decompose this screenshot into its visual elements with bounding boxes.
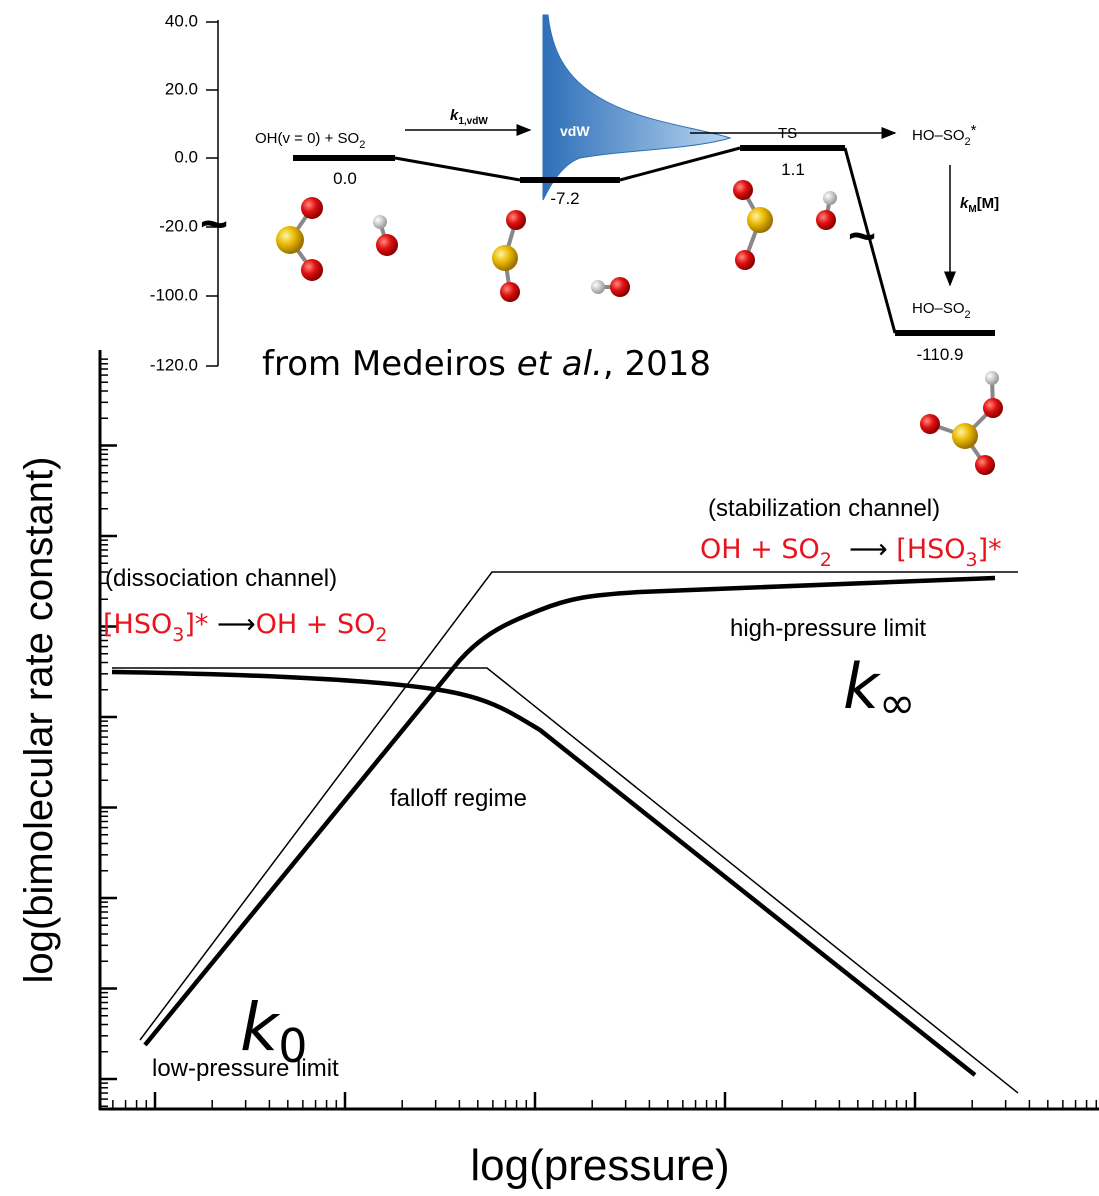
axis-break: ~ bbox=[848, 210, 876, 263]
regime-label: falloff regime bbox=[390, 785, 527, 812]
product-label: HO–SO2 bbox=[912, 300, 971, 321]
axis-break: ~ bbox=[200, 198, 228, 251]
channel-label: (dissociation channel) bbox=[105, 565, 337, 592]
source-label: from Medeiros et al., 2018 bbox=[262, 344, 711, 384]
energy-ticks bbox=[206, 21, 218, 367]
level-label: -110.9 bbox=[917, 345, 964, 364]
level-label: 1.1 bbox=[781, 160, 805, 179]
text-part: k bbox=[960, 195, 969, 212]
ts-label: TS bbox=[778, 125, 797, 142]
energy-profile bbox=[293, 124, 995, 336]
molecules bbox=[276, 180, 1003, 475]
level-label: 0.0 bbox=[333, 169, 357, 188]
text-part: HO–SO bbox=[912, 300, 965, 317]
subscript: 3 bbox=[172, 624, 184, 646]
subscript: 2 bbox=[965, 136, 971, 148]
adduct-label: HO–SO2* bbox=[912, 122, 977, 148]
text-part: , 2018 bbox=[603, 344, 711, 384]
energy-tick-label: 40.0 bbox=[165, 11, 198, 30]
stabilization-curve bbox=[143, 575, 996, 1047]
subscript: 2 bbox=[965, 309, 971, 321]
subscript: 1,vdW bbox=[458, 116, 488, 127]
subscript: 2 bbox=[820, 549, 832, 571]
text-part: [M] bbox=[977, 195, 1000, 212]
subscript: M bbox=[968, 204, 976, 215]
subscript: 3 bbox=[966, 549, 978, 571]
energy-tick-label: 20.0 bbox=[165, 79, 198, 98]
subscript: 2 bbox=[375, 624, 387, 646]
text-part: k bbox=[450, 107, 459, 124]
y-axis-title: log(bimolecular rate constant) bbox=[17, 457, 61, 984]
regime-label: low-pressure limit bbox=[152, 1055, 339, 1082]
subscript: 0 bbox=[278, 1019, 307, 1073]
well-label: vdW bbox=[560, 123, 590, 139]
text-part: from Medeiros bbox=[262, 344, 517, 384]
curves bbox=[111, 571, 1019, 1094]
text-part: ]* bbox=[184, 609, 217, 640]
reactant-label: OH(v = 0) + SO2 bbox=[255, 130, 365, 151]
rate-label: k1,vdW bbox=[450, 107, 488, 127]
k-zero: k0 bbox=[240, 989, 308, 1073]
energy-tick-label: 0.0 bbox=[174, 147, 198, 166]
rate-label: kM[M] bbox=[960, 195, 999, 215]
level-label: -7.2 bbox=[550, 189, 579, 208]
subscript: ∞ bbox=[879, 678, 916, 729]
regime-label: high-pressure limit bbox=[730, 615, 926, 642]
superscript: * bbox=[971, 122, 977, 139]
reaction-label: [HSO3]* ⟶OH + SO2 bbox=[103, 609, 388, 646]
subscript: 2 bbox=[359, 139, 365, 151]
text-part: OH + SO bbox=[256, 609, 376, 640]
text-part: [HSO bbox=[896, 534, 965, 565]
channel-label: (stabilization channel) bbox=[708, 495, 940, 522]
energy-tick-label: -120.0 bbox=[150, 355, 198, 374]
arrow: ⟶ bbox=[832, 534, 896, 565]
dissociation-asymptote bbox=[112, 667, 1019, 1094]
text-part: et al. bbox=[517, 344, 603, 384]
plot-axes bbox=[98, 350, 1099, 1111]
energy-tick-label: -20.0 bbox=[159, 216, 198, 235]
text-part: OH(v = 0) + SO bbox=[255, 130, 359, 147]
text-part: OH + SO bbox=[700, 534, 820, 565]
energy-diagram: 40.0 20.0 0.0 -20.0 -100.0 -120.0 ~ ~ vd… bbox=[150, 11, 1003, 475]
x-axis-title: log(pressure) bbox=[470, 1141, 729, 1190]
text-part: [HSO bbox=[103, 609, 172, 640]
text-part: ]* bbox=[978, 534, 1002, 565]
reaction-label: OH + SO2 ⟶ [HSO3]* bbox=[700, 534, 1002, 571]
k-infinity: k∞ bbox=[843, 650, 916, 729]
text-part: k bbox=[240, 989, 281, 1066]
energy-tick-label: -100.0 bbox=[150, 285, 198, 304]
stabilization-asymptote bbox=[139, 571, 1018, 1041]
vdw-distribution bbox=[542, 14, 732, 201]
arrow: ⟶ bbox=[217, 609, 256, 640]
text-part: HO–SO bbox=[912, 127, 965, 144]
dissociation-curve bbox=[111, 669, 977, 1077]
text-part: k bbox=[843, 650, 881, 723]
